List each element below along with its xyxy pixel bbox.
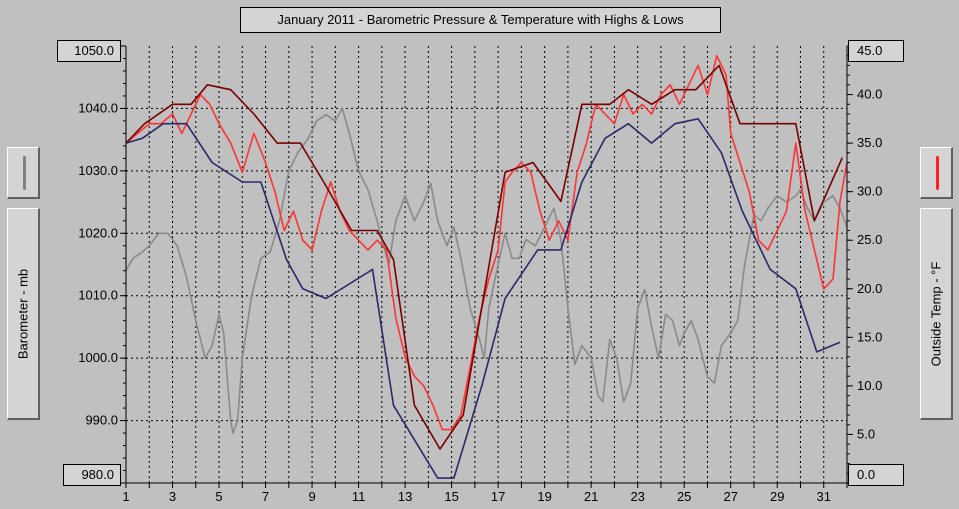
right-tick-label: 5.0: [857, 426, 875, 441]
right-tick-label: 15.0: [857, 329, 882, 344]
left-tick-label: 1030.0: [78, 163, 118, 178]
right-axis-top-value: 45.0: [848, 40, 904, 62]
right-axis-bottom-value: 0.0: [848, 464, 904, 486]
barometer-legend-swatch[interactable]: [7, 147, 40, 199]
right-tick-label: 40.0: [857, 87, 882, 102]
x-tick-label: 9: [308, 489, 315, 504]
temperature-legend-swatch[interactable]: [920, 147, 953, 199]
left-tick-label: 1040.0: [78, 100, 118, 115]
left-tick-label: 1020.0: [78, 225, 118, 240]
x-tick-label: 3: [169, 489, 176, 504]
right-tick-label: 25.0: [857, 232, 882, 247]
barometer-axis-label: Barometer - mb: [15, 268, 31, 359]
x-tick-label: 31: [817, 489, 831, 504]
x-tick-label: 11: [352, 489, 366, 504]
x-tick-label: 25: [677, 489, 691, 504]
x-tick-label: 7: [262, 489, 269, 504]
left-tick-label: 990.0: [85, 413, 118, 428]
temperature-legend[interactable]: Outside Temp - °F: [920, 208, 953, 420]
barometer-legend[interactable]: Barometer - mb: [7, 208, 40, 420]
x-tick-label: 23: [630, 489, 644, 504]
x-tick-label: 5: [215, 489, 222, 504]
x-tick-label: 17: [491, 489, 505, 504]
right-tick-label: 35.0: [857, 135, 882, 150]
series-group: [125, 54, 848, 479]
left-axis-bottom-value: 980.0: [63, 464, 121, 486]
temperature-axis-label: Outside Temp - °F: [928, 261, 944, 366]
x-tick-label: 13: [398, 489, 412, 504]
x-tick-label: 19: [537, 489, 551, 504]
x-tick-label: 29: [770, 489, 784, 504]
x-tick-labels: 1 3 5 7 9 11 13 15 17 19 21 23 25 27 29 31: [122, 483, 848, 504]
axes: 990.0 1000.0 1010.0 1020.0 1030.0 1040.0 5.0 10…: [78, 45, 882, 484]
x-tick-label: 15: [444, 489, 458, 504]
plot-area: [126, 46, 847, 483]
left-tick-label: 1010.0: [78, 288, 118, 303]
right-tick-label: 10.0: [857, 378, 882, 393]
outside-temp-line: [125, 54, 848, 431]
x-tick-label: 27: [723, 489, 737, 504]
temp-daily-high-line: [125, 64, 844, 450]
left-tick-label: 1000.0: [78, 350, 118, 365]
gridlines: [126, 46, 847, 483]
temp-daily-low-line: [125, 118, 841, 479]
x-tick-label: 21: [584, 489, 598, 504]
barometer-line: [125, 107, 848, 434]
barometer-swatch-line: [23, 156, 26, 190]
x-tick-label: 1: [122, 489, 129, 504]
left-axis-top-value: 1050.0: [57, 40, 121, 62]
temperature-swatch-line: [936, 156, 939, 190]
chart-title: January 2011 - Barometric Pressure & Tem…: [240, 7, 721, 33]
right-tick-label: 20.0: [857, 281, 882, 296]
right-tick-label: 30.0: [857, 184, 882, 199]
